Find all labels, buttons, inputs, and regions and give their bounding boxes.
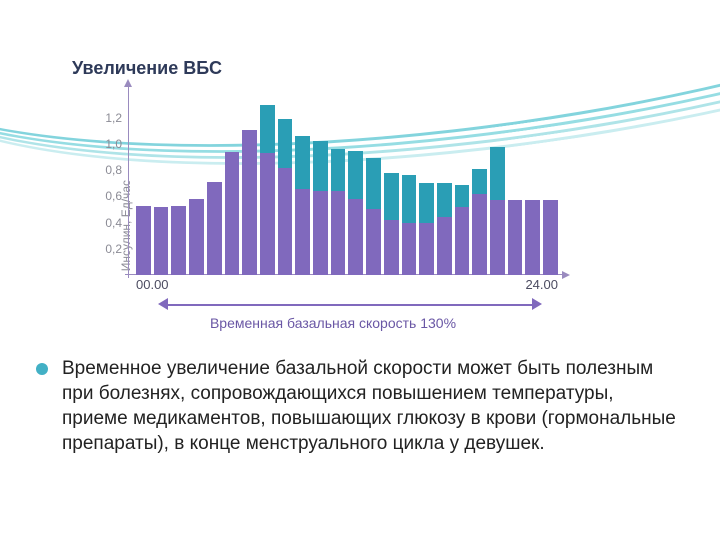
body-text: Временное увеличение базальной скорости … <box>36 356 680 456</box>
bar-purple <box>525 200 540 275</box>
bar-purple <box>295 189 310 275</box>
arrow-right-icon <box>532 298 542 310</box>
bar-purple <box>490 200 505 275</box>
bar-purple <box>154 207 169 275</box>
bar-column <box>331 85 346 275</box>
y-tick: 0,8 <box>76 163 122 177</box>
bar-column <box>189 85 204 275</box>
x-axis-labels: 00.00 24.00 <box>128 275 564 295</box>
bar-purple <box>402 223 417 275</box>
bar-purple <box>455 207 470 275</box>
bar-column <box>348 85 363 275</box>
bar-column <box>225 85 240 275</box>
range-indicator <box>160 295 540 313</box>
arrow-left-icon <box>158 298 168 310</box>
y-axis-line <box>128 85 129 278</box>
y-tick: 0,2 <box>76 242 122 256</box>
bar-purple <box>472 194 487 275</box>
y-tick: 1,2 <box>76 111 122 125</box>
bar-column <box>278 85 293 275</box>
y-axis: 0,2 0,4 0,6 0,8 1,0 1,2 <box>76 85 122 275</box>
bar-column <box>455 85 470 275</box>
bar-purple <box>419 223 434 275</box>
bullet-dot-icon <box>36 363 48 375</box>
bar-column <box>207 85 222 275</box>
y-tick: 1,0 <box>76 137 122 151</box>
bar-column <box>384 85 399 275</box>
x-label-start: 00.00 <box>136 277 169 295</box>
y-tick: 0,4 <box>76 216 122 230</box>
bar-purple <box>260 153 275 275</box>
bar-purple <box>437 217 452 275</box>
bar-purple <box>171 206 186 275</box>
x-label-end: 24.00 <box>525 277 558 295</box>
bar-purple <box>313 191 328 275</box>
bar-column <box>472 85 487 275</box>
chart-card: Увеличение ВБС Инсулин, Ед/час 0,20,40,6… <box>72 58 564 331</box>
bar-column <box>402 85 417 275</box>
bar-purple <box>331 191 346 275</box>
bullet-text: Временное увеличение базальной скорости … <box>62 356 680 456</box>
bar-column <box>543 85 558 275</box>
bar-purple <box>207 182 222 275</box>
chart-plot: Инсулин, Ед/час 0,20,40,60,81,01,2 <box>128 85 564 275</box>
bar-purple <box>278 168 293 275</box>
bar-series <box>136 85 558 275</box>
bar-column <box>525 85 540 275</box>
bar-purple <box>508 200 523 275</box>
bar-purple <box>543 200 558 275</box>
bar-column <box>260 85 275 275</box>
bar-column <box>437 85 452 275</box>
bar-column <box>508 85 523 275</box>
bar-column <box>171 85 186 275</box>
bar-column <box>295 85 310 275</box>
bar-purple <box>384 220 399 275</box>
bar-purple <box>348 199 363 275</box>
bar-purple <box>189 199 204 275</box>
bar-column <box>136 85 151 275</box>
bar-column <box>490 85 505 275</box>
bar-column <box>366 85 381 275</box>
bar-column <box>242 85 257 275</box>
chart-title: Увеличение ВБС <box>72 58 564 79</box>
bar-purple <box>242 130 257 275</box>
bar-purple <box>366 209 381 275</box>
y-tick: 0,6 <box>76 189 122 203</box>
bar-column <box>154 85 169 275</box>
bar-purple <box>225 152 240 275</box>
bullet-item: Временное увеличение базальной скорости … <box>36 356 680 456</box>
bar-purple <box>136 206 151 275</box>
bar-column <box>419 85 434 275</box>
bar-column <box>313 85 328 275</box>
y-axis-arrow-icon <box>124 79 132 87</box>
chart-subcaption: Временная базальная скорость 130% <box>102 315 564 331</box>
